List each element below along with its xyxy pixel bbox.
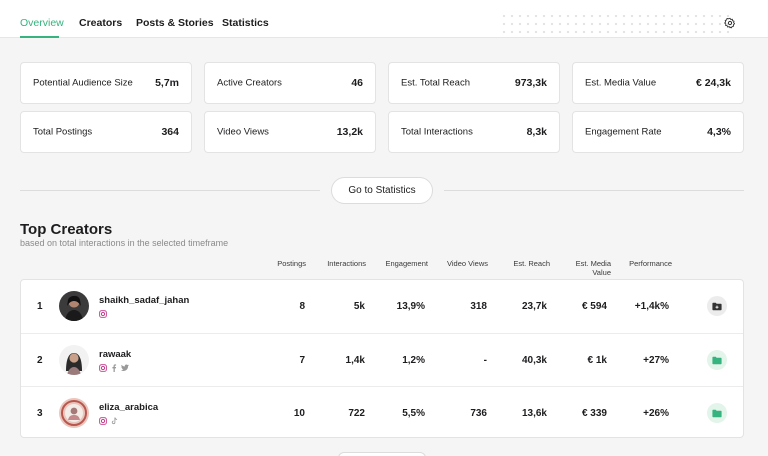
cell-performance: +27%	[643, 355, 669, 366]
cell-est-reach: 23,7k	[521, 301, 547, 312]
stat-label: Video Views	[217, 126, 269, 138]
cell-media-value: € 594	[581, 301, 607, 312]
stat-value: 46	[351, 77, 363, 89]
rank: 2	[37, 355, 43, 366]
load-more-button[interactable]	[338, 452, 426, 456]
cell-postings: 7	[299, 355, 305, 366]
facebook-icon[interactable]	[111, 364, 117, 372]
active-tab-indicator	[20, 36, 59, 38]
section-subtitle: based on total interactions in the selec…	[20, 238, 229, 248]
instagram-icon[interactable]	[99, 417, 107, 425]
cell-interactions: 1,4k	[345, 355, 365, 366]
section-title: Top Creators	[20, 221, 113, 238]
col-header-video-views: Video Views	[446, 259, 488, 268]
stat-card-potential-audience: Potential Audience Size 5,7m	[20, 62, 192, 104]
folder-button[interactable]	[707, 350, 727, 370]
table-row[interactable]: 1 shaikh_sadaf_jahan 8 5k 13,9% 318 23,7…	[21, 280, 743, 333]
cell-interactions: 722	[348, 408, 365, 419]
creator-name[interactable]: shaikh_sadaf_jahan	[99, 295, 190, 306]
stat-label: Total Postings	[33, 126, 93, 138]
top-creators-table: 1 shaikh_sadaf_jahan 8 5k 13,9% 318 23,7…	[20, 279, 744, 438]
col-header-interactions: Interactions	[327, 259, 366, 268]
folder-icon	[712, 409, 722, 417]
cell-postings: 8	[299, 301, 305, 312]
stat-card-total-reach: Est. Total Reach 973,3k	[388, 62, 560, 104]
table-row[interactable]: 2 rawaak 7 1,4k 1,2% - 40,3k	[21, 333, 743, 386]
stat-label: Active Creators	[217, 77, 282, 89]
add-to-folder-button[interactable]	[707, 296, 727, 316]
cell-video-views: 736	[470, 408, 487, 419]
stat-label: Total Interactions	[401, 126, 473, 138]
col-header-est-reach: Est. Reach	[513, 259, 550, 268]
gear-icon[interactable]	[724, 17, 736, 29]
tiktok-icon[interactable]	[111, 417, 118, 425]
stat-card-total-postings: Total Postings 364	[20, 111, 192, 153]
folder-button[interactable]	[707, 403, 727, 423]
cell-performance: +1,4k%	[634, 301, 669, 312]
stat-label: Est. Media Value	[585, 77, 657, 89]
rank: 1	[37, 301, 43, 312]
divider-right	[444, 190, 744, 191]
col-header-media-value: Est. Media Value	[575, 259, 611, 277]
stat-value: 13,2k	[336, 126, 363, 138]
table-row[interactable]: 3 eliza_arabica 10 722 5,5% 736 13,6k	[21, 386, 743, 439]
avatar[interactable]	[59, 398, 89, 428]
stat-label: Engagement Rate	[585, 126, 662, 138]
folder-add-icon	[712, 302, 722, 310]
cell-media-value: € 339	[581, 408, 607, 419]
stat-card-engagement-rate: Engagement Rate 4,3%	[572, 111, 744, 153]
stat-card-active-creators: Active Creators 46	[204, 62, 376, 104]
creator-name[interactable]: eliza_arabica	[99, 402, 159, 413]
stat-card-video-views: Video Views 13,2k	[204, 111, 376, 153]
instagram-icon[interactable]	[99, 310, 107, 318]
tab-posts-stories[interactable]: Posts & Stories	[136, 17, 214, 29]
cell-postings: 10	[293, 408, 305, 419]
tab-statistics[interactable]: Statistics	[222, 17, 269, 29]
go-to-statistics-button[interactable]: Go to Statistics	[331, 177, 433, 204]
rank: 3	[37, 408, 43, 419]
col-header-engagement: Engagement	[385, 259, 428, 268]
cell-est-reach: 13,6k	[521, 408, 547, 419]
social-icons	[99, 417, 118, 425]
twitter-icon[interactable]	[121, 364, 129, 372]
social-icons	[99, 364, 129, 372]
divider-left	[20, 190, 320, 191]
cell-interactions: 5k	[353, 301, 365, 312]
cell-performance: +26%	[643, 408, 669, 419]
cell-video-views: -	[483, 355, 487, 366]
stat-value: 8,3k	[526, 126, 547, 138]
col-header-performance: Performance	[629, 259, 672, 268]
stat-card-total-interactions: Total Interactions 8,3k	[388, 111, 560, 153]
cell-est-reach: 40,3k	[521, 355, 547, 366]
col-header-postings: Postings	[277, 259, 306, 268]
stat-value: 973,3k	[514, 77, 547, 89]
stat-value: 364	[161, 126, 179, 138]
cell-engagement: 1,2%	[402, 355, 425, 366]
stat-value: € 24,3k	[695, 77, 731, 89]
cell-media-value: € 1k	[587, 355, 607, 366]
stat-label: Potential Audience Size	[33, 77, 133, 89]
instagram-icon[interactable]	[99, 364, 107, 372]
cell-engagement: 5,5%	[402, 408, 425, 419]
cell-engagement: 13,9%	[396, 301, 425, 312]
tab-overview[interactable]: Overview	[20, 17, 64, 29]
stat-card-media-value: Est. Media Value € 24,3k	[572, 62, 744, 104]
tab-creators[interactable]: Creators	[79, 17, 123, 29]
stat-label: Est. Total Reach	[401, 77, 471, 89]
avatar[interactable]	[59, 291, 89, 321]
folder-icon	[712, 356, 722, 364]
top-nav: Overview Creators Posts & Stories Statis…	[0, 0, 768, 38]
avatar[interactable]	[59, 345, 89, 375]
decorative-dot-pattern	[500, 12, 730, 36]
social-icons	[99, 310, 107, 318]
stat-value: 4,3%	[707, 126, 731, 138]
cell-video-views: 318	[470, 301, 487, 312]
stat-value: 5,7m	[155, 77, 179, 89]
creator-name[interactable]: rawaak	[99, 349, 132, 360]
